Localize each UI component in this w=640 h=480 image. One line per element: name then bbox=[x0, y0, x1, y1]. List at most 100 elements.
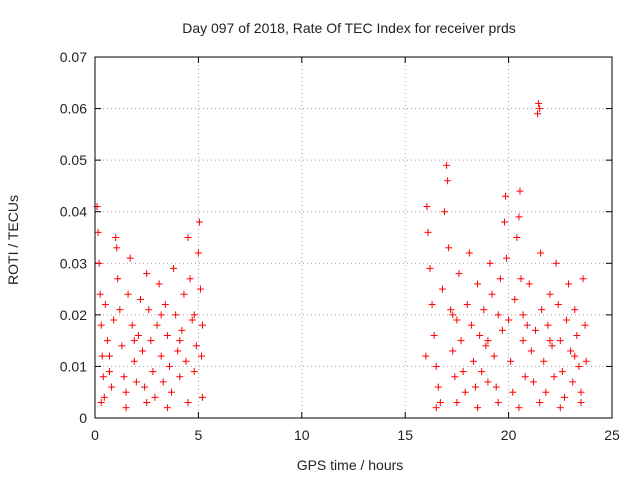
data-point bbox=[134, 331, 142, 339]
data-point bbox=[182, 357, 190, 365]
data-point bbox=[130, 337, 138, 345]
data-point bbox=[453, 316, 461, 324]
data-point bbox=[176, 337, 184, 345]
data-point bbox=[544, 321, 552, 329]
data-point bbox=[556, 404, 564, 412]
data-point bbox=[98, 352, 106, 360]
data-point bbox=[461, 388, 469, 396]
data-point bbox=[482, 342, 490, 350]
data-point bbox=[567, 347, 575, 355]
data-point bbox=[498, 326, 506, 334]
data-point bbox=[546, 290, 554, 298]
x-tick-label: 0 bbox=[91, 427, 99, 443]
y-tick-label: 0.03 bbox=[60, 255, 87, 271]
data-point bbox=[573, 331, 581, 339]
data-point bbox=[95, 259, 103, 267]
data-point bbox=[563, 316, 571, 324]
data-point bbox=[105, 352, 113, 360]
data-point bbox=[500, 218, 508, 226]
data-point bbox=[188, 316, 196, 324]
data-point bbox=[190, 368, 198, 376]
y-tick-label: 0.07 bbox=[60, 49, 87, 65]
data-point bbox=[113, 244, 121, 252]
data-point bbox=[536, 399, 544, 407]
data-point bbox=[581, 321, 589, 329]
data-point bbox=[196, 285, 204, 293]
data-point bbox=[527, 347, 535, 355]
data-point bbox=[571, 352, 579, 360]
data-point bbox=[463, 301, 471, 309]
data-points bbox=[93, 99, 590, 412]
data-point bbox=[443, 161, 451, 169]
data-point bbox=[94, 228, 102, 236]
data-point bbox=[537, 249, 545, 257]
data-point bbox=[521, 373, 529, 381]
data-point bbox=[176, 373, 184, 381]
data-point bbox=[432, 404, 440, 412]
data-point bbox=[577, 388, 585, 396]
data-point bbox=[145, 306, 153, 314]
data-point bbox=[151, 393, 159, 401]
data-point bbox=[575, 362, 583, 370]
data-point bbox=[560, 393, 568, 401]
data-point bbox=[422, 352, 430, 360]
data-point bbox=[440, 208, 448, 216]
data-point bbox=[438, 285, 446, 293]
data-point bbox=[128, 321, 136, 329]
data-point bbox=[105, 368, 113, 376]
data-point bbox=[494, 399, 502, 407]
y-tick-label: 0.06 bbox=[60, 101, 87, 117]
data-point bbox=[558, 368, 566, 376]
data-point bbox=[531, 326, 539, 334]
data-point bbox=[577, 399, 585, 407]
y-tick-label: 0.05 bbox=[60, 152, 87, 168]
data-point bbox=[155, 280, 163, 288]
x-tick-label: 10 bbox=[294, 427, 310, 443]
data-point bbox=[426, 264, 434, 272]
axis-ticks bbox=[94, 56, 613, 419]
grid-lines bbox=[95, 57, 612, 418]
data-point bbox=[488, 290, 496, 298]
data-point bbox=[480, 306, 488, 314]
data-point bbox=[459, 368, 467, 376]
data-point bbox=[153, 321, 161, 329]
data-point bbox=[180, 290, 188, 298]
data-point bbox=[505, 316, 513, 324]
data-point bbox=[143, 270, 151, 278]
data-point bbox=[571, 306, 579, 314]
data-point bbox=[122, 388, 130, 396]
data-point bbox=[492, 383, 500, 391]
data-point bbox=[476, 331, 484, 339]
y-tick-label: 0.01 bbox=[60, 358, 87, 374]
data-point bbox=[103, 337, 111, 345]
data-point bbox=[517, 275, 525, 283]
data-point bbox=[515, 404, 523, 412]
data-point bbox=[534, 110, 542, 118]
y-tick-label: 0.02 bbox=[60, 307, 87, 323]
data-point bbox=[474, 404, 482, 412]
data-point bbox=[161, 301, 169, 309]
data-point bbox=[484, 378, 492, 386]
data-point bbox=[474, 280, 482, 288]
data-point bbox=[536, 105, 544, 113]
data-point bbox=[112, 234, 120, 241]
data-point bbox=[501, 192, 509, 200]
data-point bbox=[157, 352, 165, 360]
data-point bbox=[108, 383, 116, 391]
data-point bbox=[149, 368, 157, 376]
data-point bbox=[484, 337, 492, 345]
data-point bbox=[199, 393, 207, 401]
data-point bbox=[163, 404, 171, 412]
data-point bbox=[116, 306, 124, 314]
data-point bbox=[97, 399, 105, 407]
data-point bbox=[554, 301, 562, 309]
data-point bbox=[519, 337, 527, 345]
data-point bbox=[457, 337, 465, 345]
data-point bbox=[184, 399, 192, 407]
data-point bbox=[428, 301, 436, 309]
data-point bbox=[101, 301, 109, 309]
plot-frame bbox=[94, 56, 613, 419]
data-point bbox=[157, 311, 165, 319]
data-point bbox=[168, 388, 176, 396]
